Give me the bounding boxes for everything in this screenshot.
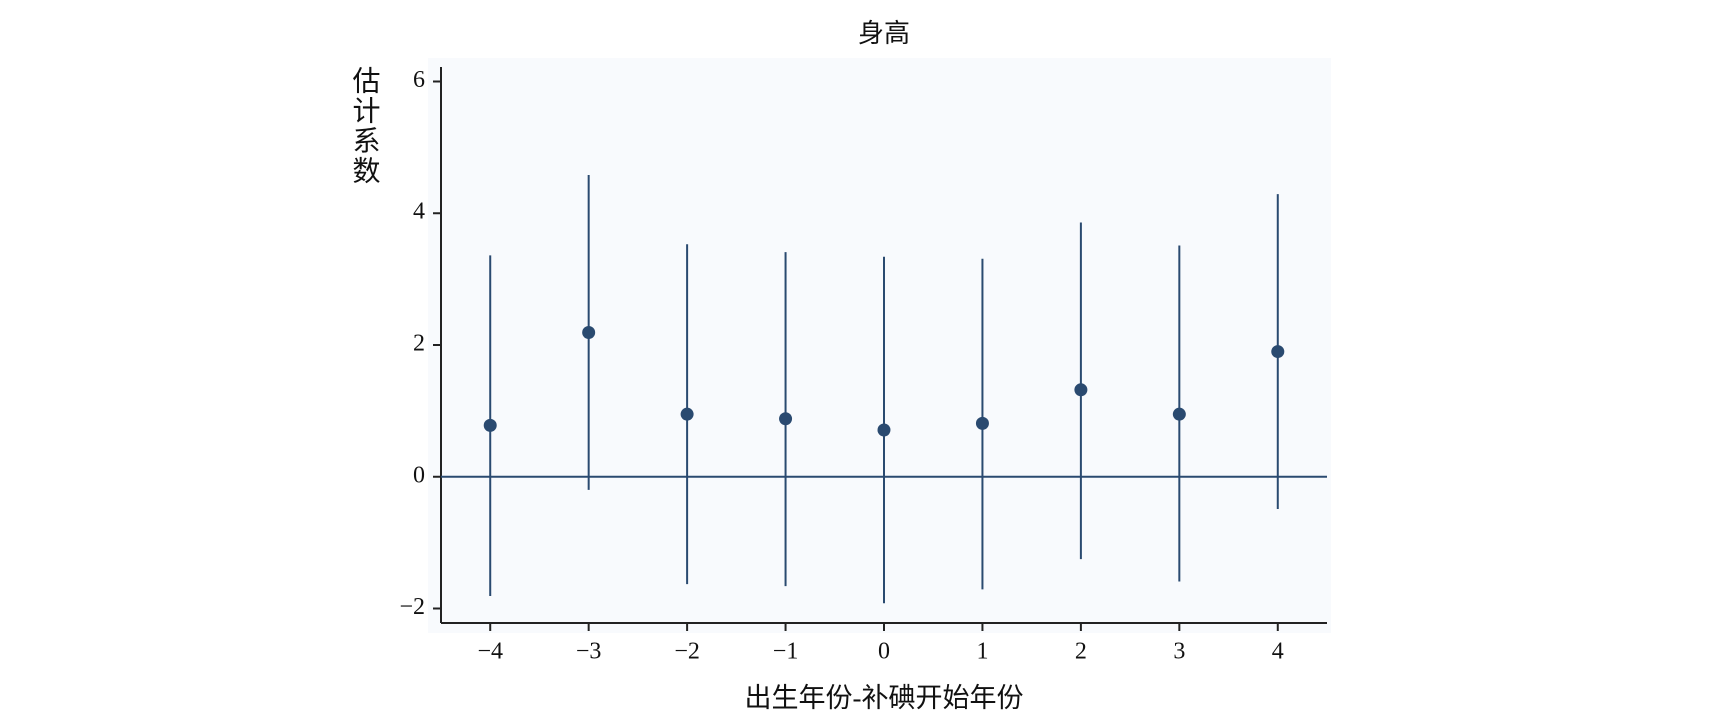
- y-tick-label: 4: [413, 199, 425, 225]
- x-tick-label: 4: [1272, 639, 1284, 665]
- point: [582, 325, 596, 339]
- y-axis-label: 估计系数: [349, 66, 381, 186]
- y-tick-label: 2: [413, 331, 425, 357]
- x-tick-label: 1: [976, 639, 988, 665]
- point: [483, 418, 497, 432]
- x-tick-label: −1: [773, 639, 799, 665]
- x-tick-label: 0: [878, 639, 890, 665]
- point: [1172, 407, 1186, 421]
- x-tick-label: −4: [477, 639, 503, 665]
- x-tick-label: 2: [1075, 639, 1087, 665]
- point: [779, 412, 793, 426]
- y-tick-label: −2: [399, 594, 425, 620]
- chart-title: 身高: [858, 19, 910, 48]
- plot-background: [428, 58, 1331, 633]
- point: [680, 407, 694, 421]
- point: [1074, 383, 1088, 397]
- point: [975, 416, 989, 430]
- y-tick-label: 6: [413, 67, 425, 93]
- point: [1271, 345, 1285, 359]
- y-tick-label: 0: [413, 462, 425, 488]
- x-axis-label: 出生年份-补碘开始年份: [745, 683, 1024, 713]
- x-tick-label: 3: [1173, 639, 1185, 665]
- x-tick-label: −2: [674, 639, 700, 665]
- x-tick-label: −3: [576, 639, 602, 665]
- point: [877, 423, 891, 437]
